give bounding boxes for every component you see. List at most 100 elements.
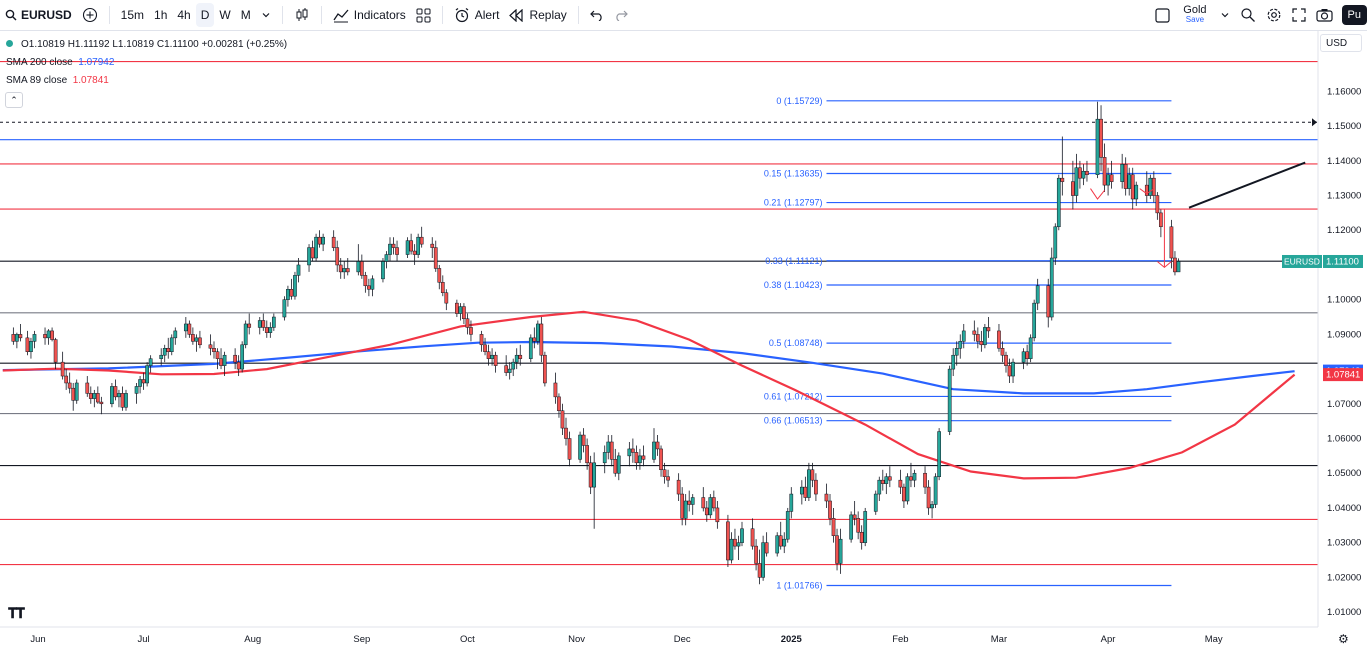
candle-down	[715, 500, 720, 529]
candle-body	[947, 368, 952, 432]
layout-name: Gold	[1183, 4, 1207, 16]
candle-body	[750, 528, 755, 547]
candle-body	[99, 401, 104, 405]
save-status: Save	[1185, 15, 1205, 24]
undo-button[interactable]	[585, 0, 609, 30]
axis-settings-icon[interactable]: ⚙	[1338, 632, 1349, 646]
candle-body	[849, 514, 853, 540]
settings-button[interactable]	[1261, 0, 1287, 30]
fib-level-label: 0.61 (1.07212)	[764, 391, 823, 401]
candle-up	[183, 317, 188, 338]
compare-symbol-button[interactable]	[77, 0, 103, 30]
candle-down	[986, 317, 991, 338]
candle-down	[764, 532, 769, 557]
candle-body	[1134, 184, 1139, 200]
candle-down	[778, 521, 783, 550]
candle-body	[469, 327, 473, 335]
candle-down	[208, 334, 213, 356]
candle-body	[701, 497, 706, 509]
candle-down	[655, 435, 660, 456]
red-arrow-drawing	[1090, 188, 1105, 200]
right-toolbar: Gold Save Pu	[1150, 0, 1367, 30]
undo-icon	[589, 9, 604, 21]
candle-down	[585, 438, 589, 470]
candle-up	[92, 389, 97, 408]
candle-down	[564, 417, 568, 446]
sma89-label: SMA 89 close	[6, 75, 68, 86]
sma200-legend[interactable]: SMA 200 close 1.07942	[6, 54, 287, 72]
interval-d[interactable]: D	[195, 3, 215, 27]
candle-down	[972, 320, 977, 342]
layout-dropdown-button[interactable]	[1215, 0, 1235, 30]
candle-down	[462, 303, 466, 324]
candle-down	[236, 355, 241, 377]
divider	[441, 6, 443, 24]
candle-body	[662, 469, 667, 477]
candle-body	[409, 240, 413, 252]
candle-down	[359, 254, 364, 279]
candle-body	[395, 247, 399, 255]
candle-body	[367, 285, 371, 290]
candle-down	[67, 372, 72, 394]
sma89-legend[interactable]: SMA 89 close 1.07841	[6, 72, 287, 90]
indicators-button[interactable]: Indicators	[328, 0, 411, 30]
candle-down	[631, 438, 635, 463]
chart-type-button[interactable]	[289, 0, 315, 30]
candle-down	[486, 344, 491, 366]
candle-body	[761, 542, 765, 578]
layout-select-checkbox[interactable]	[1150, 0, 1175, 30]
candle-body	[208, 344, 213, 349]
candle-body	[11, 334, 16, 342]
candle-body	[1000, 348, 1005, 356]
candle-body	[359, 261, 364, 276]
interval-1h[interactable]: 1h	[154, 8, 168, 22]
fib-level-label: 0.38 (1.10423)	[764, 280, 823, 290]
legend-collapse-button[interactable]: ⌃	[5, 92, 23, 108]
publish-button[interactable]: Pu	[1341, 5, 1367, 25]
replay-button[interactable]: Replay	[504, 0, 571, 30]
candle-up	[458, 303, 463, 321]
interval-dropdown-button[interactable]	[256, 0, 276, 30]
candle-body	[293, 275, 297, 297]
interval-m[interactable]: M	[240, 8, 251, 22]
sma89-price-badge	[1323, 368, 1363, 382]
red-arrow-drawing	[1157, 261, 1172, 269]
candle-down	[50, 327, 54, 342]
candle-body	[433, 247, 438, 269]
fullscreen-button[interactable]	[1287, 0, 1311, 30]
candle-body	[729, 538, 734, 561]
interval-4h[interactable]: 4h	[177, 8, 191, 22]
candle-body	[638, 455, 642, 464]
chart-legend: O1.10819 H1.11192 L1.10819 C1.11100 +0.0…	[6, 36, 287, 90]
candle-body	[613, 459, 618, 474]
candle-body	[1035, 285, 1040, 304]
candle-down	[687, 490, 692, 512]
candle-body	[873, 493, 878, 512]
candle-body	[32, 334, 37, 342]
alert-button[interactable]: Alert	[449, 0, 505, 30]
layout-name-button[interactable]: Gold Save	[1175, 5, 1214, 25]
candle-down	[1007, 358, 1012, 383]
snapshot-button[interactable]	[1311, 0, 1338, 30]
candle-down	[479, 330, 484, 352]
candle-up	[789, 487, 794, 519]
redo-button[interactable]	[609, 0, 633, 30]
candle-up	[74, 379, 79, 404]
candle-up	[954, 341, 959, 366]
candle-body	[1144, 184, 1149, 196]
candle-body	[824, 493, 829, 502]
symbol-search[interactable]: EURUSD	[0, 0, 77, 30]
layouts-button[interactable]	[411, 0, 436, 30]
candle-body	[789, 493, 794, 512]
candle-body	[1081, 170, 1086, 179]
candles-layer	[11, 101, 1181, 585]
quick-search-button[interactable]	[1235, 0, 1261, 30]
candle-down	[233, 348, 237, 370]
candle-body	[778, 535, 783, 547]
interval-w[interactable]: W	[219, 8, 231, 22]
interval-15m[interactable]: 15m	[120, 8, 145, 22]
candle-body	[1056, 177, 1061, 228]
currency-select[interactable]: USD	[1320, 34, 1362, 52]
candle-body	[1102, 157, 1107, 186]
